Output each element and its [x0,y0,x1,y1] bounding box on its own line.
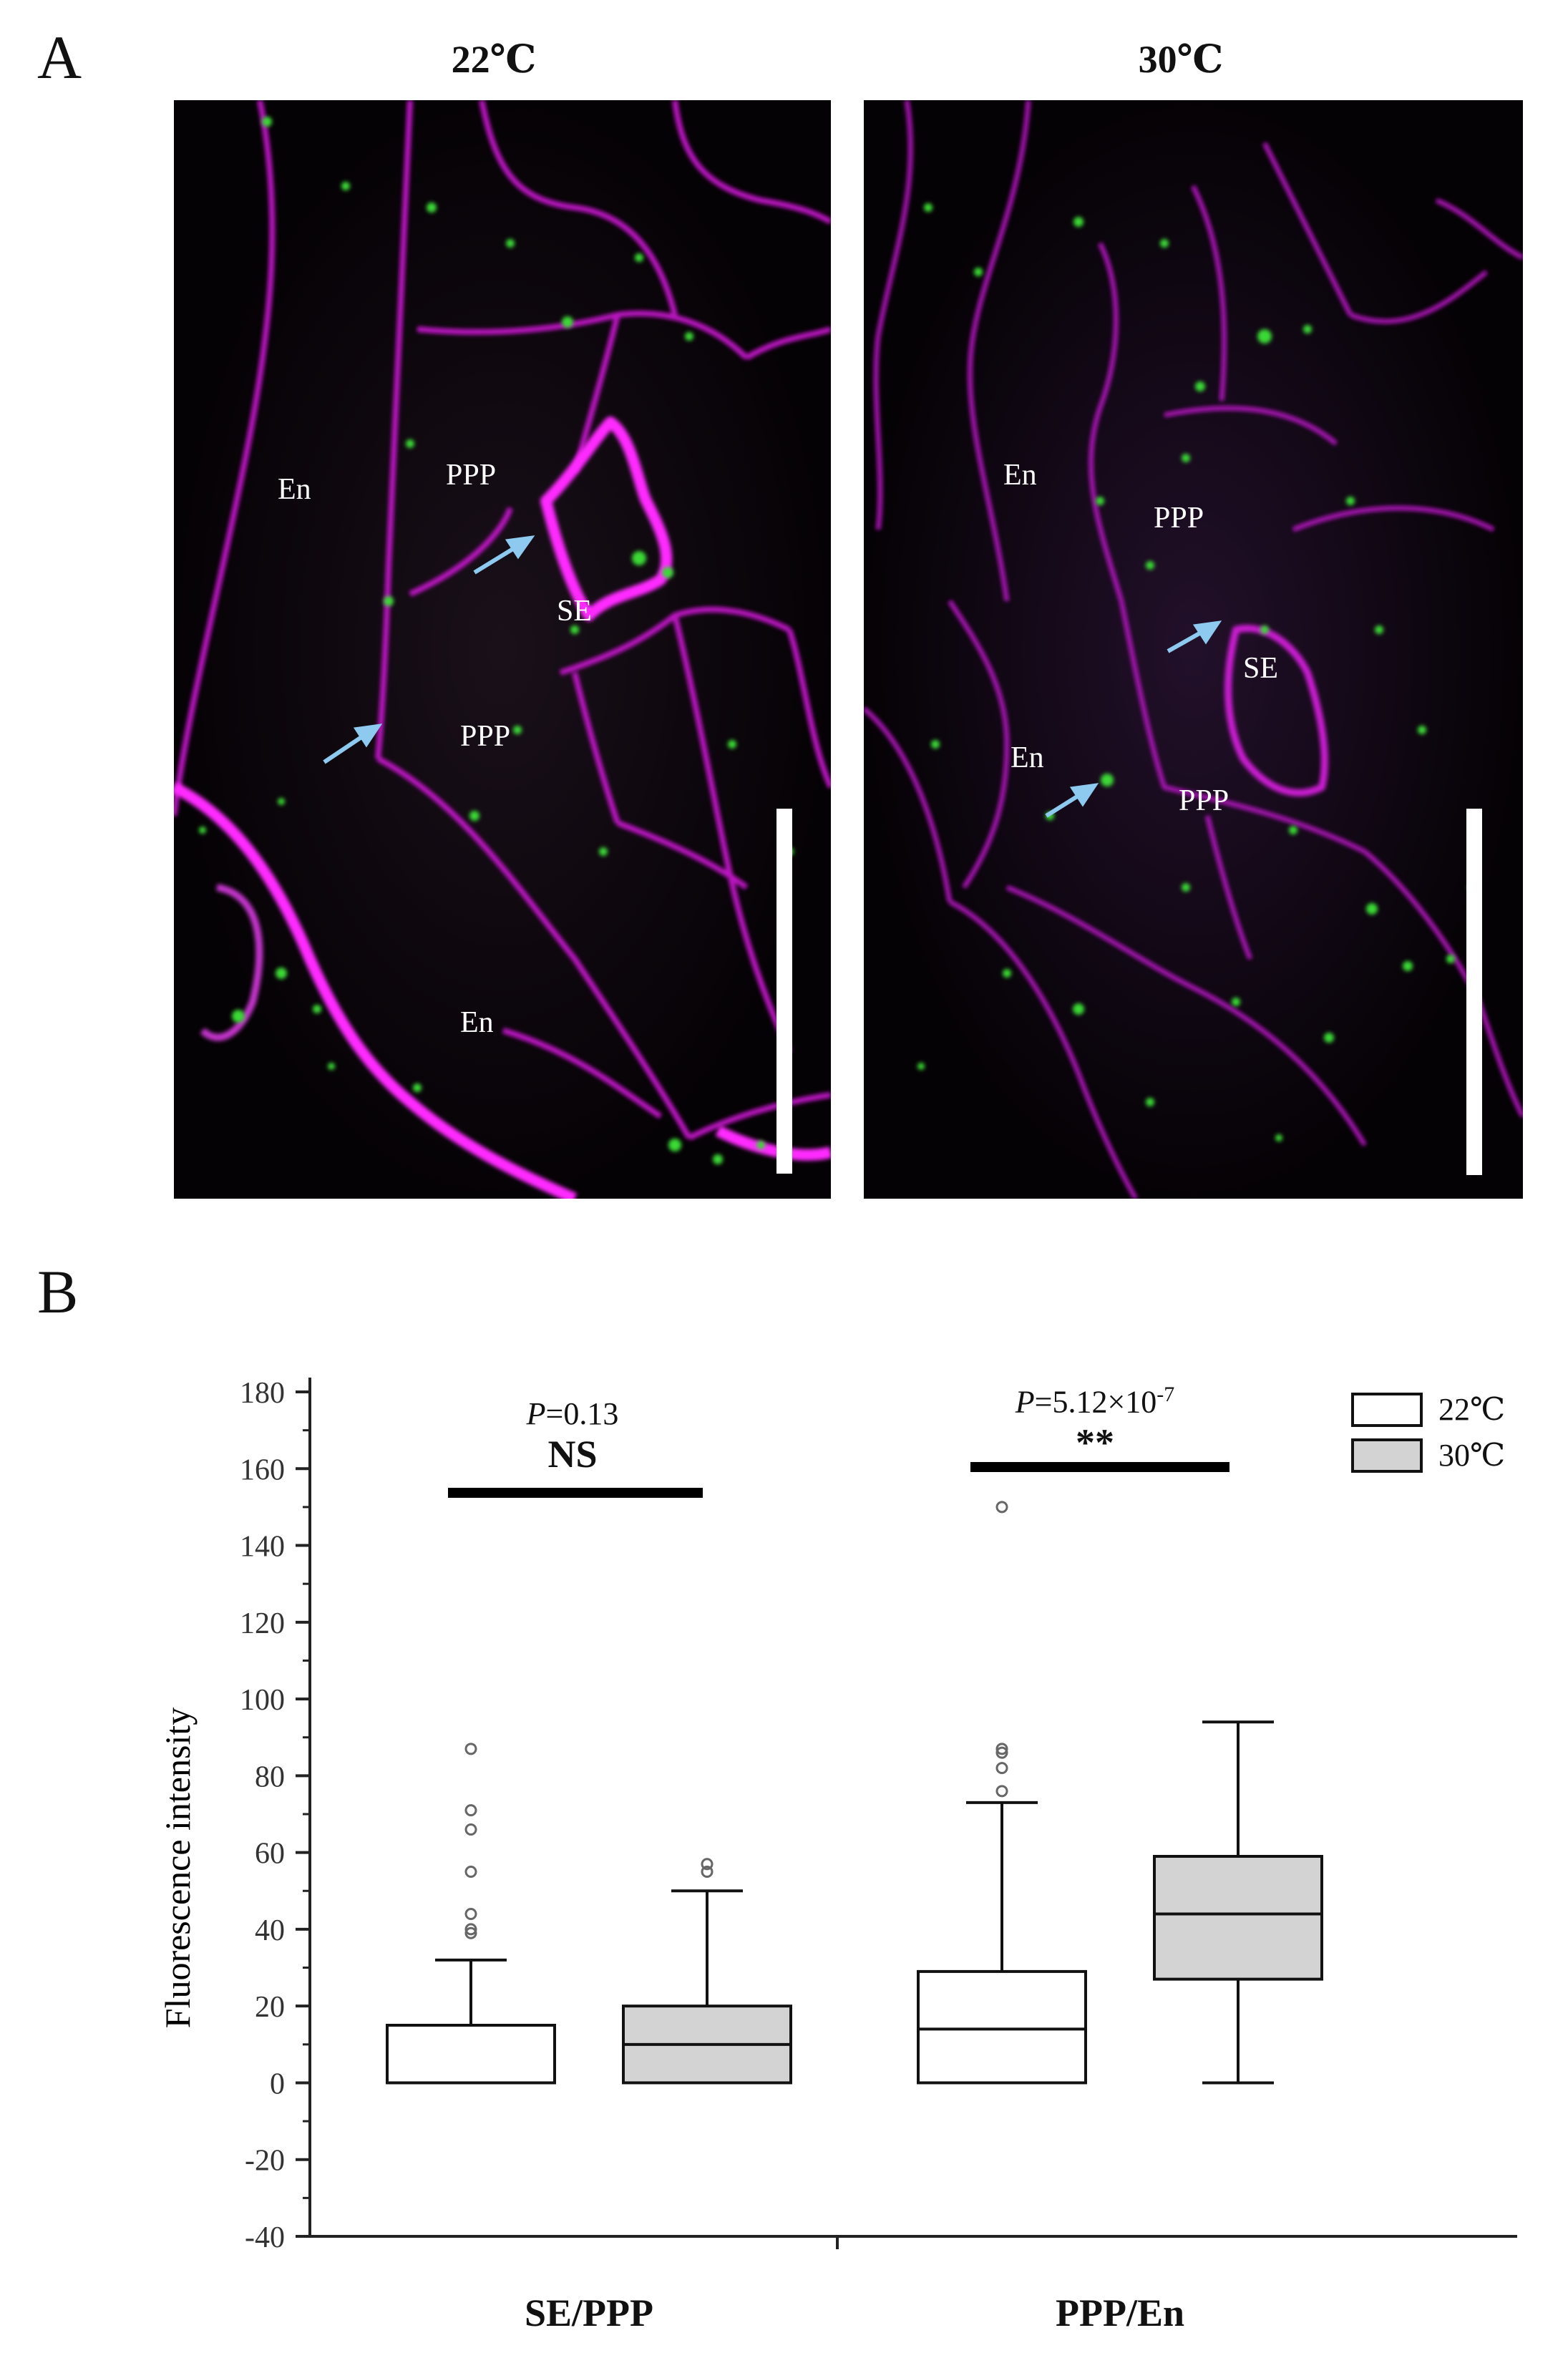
micrograph-30c-image [864,100,1523,1199]
significance-bar-se-ppp [448,1488,703,1498]
y-tick-label: 20 [255,1991,285,2024]
y-tick-label: -20 [245,2145,285,2178]
box-ppp-en-0 [917,1501,1087,2085]
box-plot-chart: -40 -20 0 20 40 60 80 100 120 140 160 180 SE/PPP PPP/… [157,1377,1517,2334]
box-ppp-en-1 [1153,1720,1323,2085]
label-se: SE [1243,652,1279,685]
label-ppp-2: PPP [1179,784,1229,817]
outlier-point [995,1746,1008,1759]
outlier-point [701,1858,714,1871]
micro-title-30c: 30℃ [1138,38,1224,81]
scale-bar-30c [1466,809,1482,1175]
outlier-point [464,1804,477,1817]
p-value: =0.13 [545,1396,619,1431]
significance-ns: NS [547,1433,598,1476]
y-tick-label: 40 [255,1914,285,1947]
outlier-point [995,1785,1008,1798]
micro-title-22c: 22℃ [451,38,537,81]
y-tick-label: 80 [255,1760,285,1793]
y-tick-label: 120 [240,1607,285,1640]
scale-bar-22c [776,809,792,1174]
micrograph-22c-image [174,100,831,1199]
outlier-point [464,1865,477,1878]
y-axis-label: Fluorescence intensity [157,1707,198,2029]
legend-swatch-22c [1351,1393,1423,1427]
outlier-point [464,1923,477,1936]
label-ppp-1: PPP [1154,502,1204,535]
y-tick-label: 60 [255,1838,285,1871]
legend-label-22c: 22℃ [1438,1392,1506,1427]
annotation-ppp-en: P=5.12×10-7 ** [945,1383,1245,1465]
significance-stars: ** [1076,1421,1114,1464]
label-en-2: En [1011,741,1044,774]
label-en-2: En [460,1006,494,1039]
legend-label-30c: 30℃ [1438,1438,1506,1473]
label-en-1: En [278,473,311,506]
p-label: P [526,1396,546,1431]
y-tick-label: -40 [245,2221,285,2254]
p-label: P [1015,1384,1035,1420]
label-en-1: En [1003,459,1037,492]
p-exponent: -7 [1156,1383,1175,1406]
outlier-point [464,1907,477,1920]
outlier-point [464,1743,477,1755]
y-tick-label: 140 [240,1531,285,1564]
legend-swatch-30c [1351,1438,1423,1473]
box-se-ppp-0 [386,1743,556,2085]
annotation-se-ppp: P=0.13 NS [437,1395,708,1476]
outlier-point [995,1743,1008,1755]
micrograph-30c: En PPP SE En PPP [864,100,1523,1199]
box-iqr [1153,1855,1323,1981]
box-iqr [917,1969,1087,2085]
y-tick-label: 0 [270,2067,285,2100]
outlier-point [701,1865,714,1878]
significance-bar-ppp-en [970,1462,1229,1472]
box-se-ppp-1 [622,1858,792,2085]
outlier-point [464,1926,477,1939]
outlier-point [995,1762,1008,1775]
y-tick-label: 180 [240,1377,285,1410]
y-tick-label: 160 [240,1453,285,1486]
x-category-label: PPP/En [1056,2291,1184,2334]
micrograph-22c: En PPP SE PPP En [174,100,831,1199]
panel-a-letter: A [37,23,82,92]
outlier-point [995,1501,1008,1514]
box-iqr [386,2024,556,2085]
panel-b-letter: B [37,1257,79,1326]
y-tick-label: 100 [240,1684,285,1717]
p-value: =5.12×10 [1034,1384,1157,1420]
label-ppp-2: PPP [460,720,511,753]
label-se: SE [557,595,593,628]
x-category-label: SE/PPP [525,2291,653,2334]
label-ppp-1: PPP [446,459,497,492]
outlier-point [464,1823,477,1836]
